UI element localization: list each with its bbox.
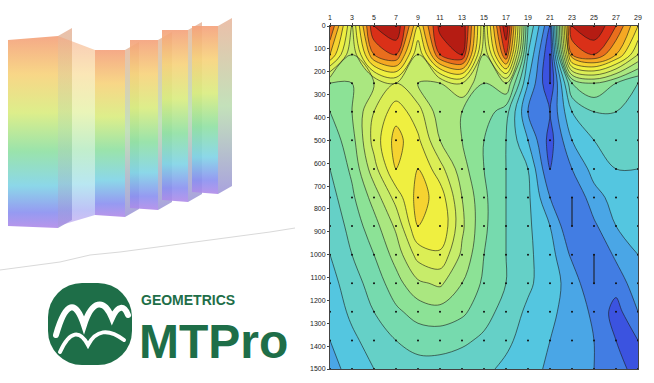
- svg-text:7: 7: [394, 14, 398, 21]
- svg-text:17: 17: [502, 14, 510, 21]
- svg-text:11: 11: [436, 14, 443, 21]
- svg-text:1500: 1500: [310, 365, 326, 372]
- svg-text:400: 400: [314, 114, 326, 121]
- svg-text:19: 19: [524, 14, 532, 21]
- svg-text:800: 800: [314, 205, 326, 212]
- svg-text:25: 25: [590, 14, 598, 21]
- svg-text:0: 0: [322, 22, 326, 29]
- svg-text:5: 5: [372, 14, 376, 21]
- svg-text:1000: 1000: [310, 251, 326, 258]
- svg-text:GEOMETRICS: GEOMETRICS: [141, 292, 235, 308]
- svg-text:300: 300: [314, 91, 326, 98]
- svg-text:23: 23: [568, 14, 576, 21]
- svg-text:MTPro: MTPro: [139, 315, 288, 368]
- svg-text:27: 27: [612, 14, 620, 21]
- svg-text:13: 13: [458, 14, 466, 21]
- svg-text:1: 1: [328, 14, 332, 21]
- svg-text:29: 29: [634, 14, 642, 21]
- svg-text:1400: 1400: [310, 343, 326, 350]
- svg-text:700: 700: [314, 183, 326, 190]
- svg-text:200: 200: [314, 68, 326, 75]
- svg-text:1300: 1300: [310, 320, 326, 327]
- svg-text:100: 100: [314, 45, 326, 52]
- svg-text:600: 600: [314, 160, 326, 167]
- svg-text:3: 3: [350, 14, 354, 21]
- svg-text:1100: 1100: [311, 274, 326, 281]
- svg-text:900: 900: [314, 228, 326, 235]
- svg-text:9: 9: [416, 14, 420, 21]
- svg-text:500: 500: [314, 137, 326, 144]
- svg-text:1200: 1200: [310, 297, 326, 304]
- svg-text:15: 15: [480, 14, 488, 21]
- svg-text:21: 21: [546, 14, 554, 21]
